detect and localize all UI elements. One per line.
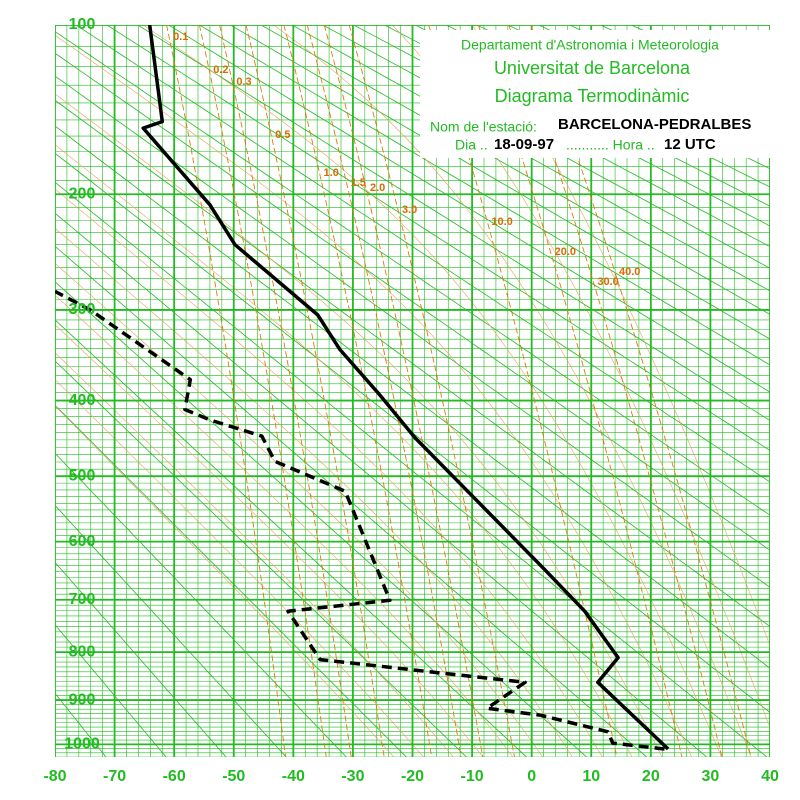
moist-adiabat: [55, 352, 454, 757]
mixing-ratio-label: 30.0: [597, 276, 618, 288]
x-tick-label: 30: [702, 768, 720, 785]
dry-adiabat: [55, 360, 467, 757]
x-tick-label: -40: [282, 768, 305, 785]
moist-adiabat: [55, 227, 573, 757]
title: Diagrama Termodinàmic: [495, 86, 690, 106]
x-tick-label: -10: [461, 768, 484, 785]
y-tick-label: 600: [69, 533, 96, 550]
y-tick-label: 100: [69, 16, 96, 33]
header: Departament d'Astronomia i Meteorologia …: [420, 30, 775, 158]
y-tick-label: 800: [69, 643, 96, 660]
dry-adiabat: [55, 319, 527, 757]
y-tick-label: 900: [69, 691, 96, 708]
mixing-ratio-line: [306, 25, 462, 757]
moist-adiabat: [55, 379, 424, 757]
x-tick-label: 0: [527, 768, 536, 785]
dry-adiabat: [137, 25, 770, 422]
station-label: Nom de l'estació:: [430, 119, 537, 135]
mixing-ratio-line: [530, 25, 752, 757]
mixing-ratio-label: 40.0: [619, 266, 640, 278]
dry-adiabat: [106, 25, 770, 452]
moist-adiabat: [471, 25, 770, 647]
dry-adiabat: [260, 25, 770, 315]
station: BARCELONA-PEDRALBES: [558, 116, 751, 133]
x-tick-label: 20: [642, 768, 660, 785]
dry-adiabat: [55, 152, 770, 713]
dry-adiabat: [55, 245, 647, 757]
mixing-ratio-line: [283, 25, 433, 757]
moist-adiabat: [55, 93, 663, 757]
dry-adiabat: [55, 181, 768, 757]
y-tick-label: 1000: [64, 736, 100, 753]
dry-adiabat: [55, 624, 167, 757]
hour-label: ........... Hora ..: [566, 137, 655, 153]
date-label: Dia ..: [455, 137, 488, 153]
y-tick-label: 400: [69, 392, 96, 409]
mixing-ratio-line: [348, 25, 515, 757]
x-tick-label: -50: [222, 768, 245, 785]
moist-adiabat: [55, 34, 692, 757]
hour: 12 UTC: [664, 136, 716, 153]
dry-adiabat: [230, 25, 770, 340]
moist-adiabat: [55, 262, 543, 757]
dry-adiabat: [55, 452, 347, 757]
moist-adiabat: [273, 25, 752, 757]
dry-adiabat: [55, 212, 708, 757]
y-tick-label: 700: [69, 591, 96, 608]
profile-line: [141, 25, 670, 751]
mixing-ratio-label: 0.2: [213, 64, 228, 76]
mixing-ratio-label: 1.0: [324, 167, 339, 179]
moist-adiabat: [55, 294, 514, 757]
dry-adiabat: [55, 31, 770, 516]
dry-adiabat: [75, 25, 770, 483]
moist-adiabat: [55, 324, 484, 757]
dry-adiabat: [55, 504, 287, 757]
mixing-ratio-labels: 0.1 0.2 0.3 0.5 1.0 1.5 2.0 3.0 10.0 20.0 30.040.0: [173, 31, 640, 288]
mixing-ratio-label: 20.0: [555, 246, 576, 258]
mixing-ratio-label: 1.5: [351, 177, 366, 189]
mixing-ratio-label: 2.0: [370, 182, 385, 194]
x-tick-label: -20: [401, 768, 424, 785]
x-tick-label: -60: [163, 768, 186, 785]
dry-adiabat: [55, 75, 770, 588]
dry-adiabat: [291, 25, 770, 292]
university: Universitat de Barcelona: [494, 58, 691, 78]
mixing-ratio-line: [477, 25, 683, 757]
dry-adiabat: [55, 52, 770, 551]
date: 18-09-97: [494, 136, 554, 153]
mixing-ratio-label: 10.0: [491, 216, 512, 228]
mixing-ratio-label: 0.3: [236, 76, 251, 88]
x-tick-label: -30: [341, 768, 364, 785]
y-tick-label: 300: [69, 301, 96, 318]
dry-adiabat: [322, 25, 770, 269]
x-tick-label: -70: [103, 768, 126, 785]
mixing-ratio-line: [245, 25, 385, 757]
mixing-ratio-line: [508, 25, 723, 757]
x-tick-label: -80: [43, 768, 66, 785]
institution: Departament d'Astronomia i Meteorologia: [461, 37, 719, 53]
moist-adiabat: [142, 25, 722, 757]
moist-adiabat: [55, 405, 394, 757]
mixing-ratio-line: [323, 25, 484, 757]
x-tick-label: 10: [582, 768, 600, 785]
y-tick-label: 500: [69, 467, 96, 484]
y-tick-label: 200: [69, 185, 96, 202]
dry-adiabat: [55, 404, 407, 757]
moist-adiabat: [55, 188, 603, 757]
dry-adiabat: [55, 281, 587, 757]
mixing-ratio-label: 0.5: [275, 129, 290, 141]
profile-line: [55, 289, 665, 751]
dry-adiabat: [199, 25, 770, 366]
dry-adiabat: [55, 561, 227, 757]
dry-adiabat: [168, 25, 770, 393]
profiles: [55, 25, 670, 751]
x-tick-label: 40: [761, 768, 779, 785]
moist-adiabat: [392, 25, 770, 729]
mixing-ratio-label: 0.1: [173, 31, 188, 43]
header-box: [420, 30, 775, 158]
mixing-ratio-label: 3.0: [402, 204, 417, 216]
moist-adiabat: [55, 144, 633, 757]
